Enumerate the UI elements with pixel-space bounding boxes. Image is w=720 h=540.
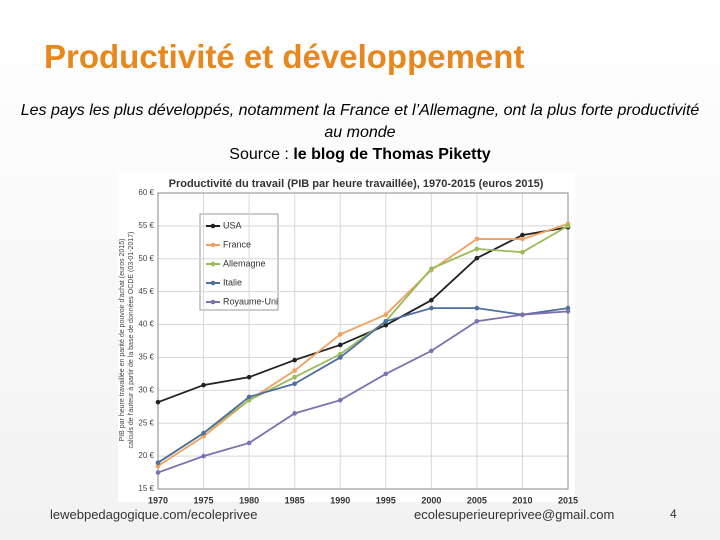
data-point bbox=[155, 399, 161, 405]
data-point bbox=[201, 434, 206, 439]
x-tick-label: 2015 bbox=[558, 495, 578, 505]
data-point bbox=[201, 382, 206, 388]
footer-left: lewebpedagogique.com/ecoleprivee bbox=[50, 507, 258, 522]
legend-marker bbox=[210, 261, 216, 267]
chart-background bbox=[118, 172, 575, 502]
data-point bbox=[201, 430, 206, 436]
data-point bbox=[246, 394, 252, 400]
y-tick-label: 50 € bbox=[138, 254, 154, 263]
y-axis-note: calculs de l'auteur à partir de la base … bbox=[128, 232, 135, 449]
source-name: le blog de Thomas Piketty bbox=[293, 146, 491, 163]
data-point bbox=[155, 463, 161, 469]
data-point bbox=[292, 381, 297, 387]
data-point bbox=[383, 318, 389, 324]
data-point bbox=[429, 305, 434, 311]
data-point bbox=[474, 305, 480, 311]
subtitle: Les pays les plus développés, notamment … bbox=[20, 102, 700, 141]
data-point bbox=[383, 322, 389, 328]
x-tick-label: 1975 bbox=[194, 495, 214, 505]
source: Source : le blog de Thomas Piketty bbox=[20, 144, 700, 166]
data-point bbox=[246, 397, 252, 403]
x-tick-label: 1970 bbox=[148, 495, 168, 505]
data-point bbox=[520, 232, 525, 238]
y-tick-label: 40 € bbox=[138, 320, 154, 329]
data-point bbox=[520, 236, 525, 242]
y-tick-label: 30 € bbox=[138, 385, 154, 394]
legend-label: USA bbox=[223, 220, 242, 230]
data-point bbox=[337, 342, 343, 348]
data-point bbox=[565, 305, 571, 311]
data-point bbox=[520, 249, 525, 255]
data-point bbox=[520, 312, 525, 317]
y-tick-label: 15 € bbox=[138, 484, 154, 493]
data-point bbox=[565, 223, 571, 229]
data-point bbox=[201, 453, 206, 459]
x-tick-label: 1980 bbox=[239, 495, 259, 505]
series-line bbox=[157, 310, 569, 474]
series-line bbox=[157, 226, 569, 404]
chart-title: Productivité du travail (PIB par heure t… bbox=[169, 178, 544, 190]
data-point bbox=[337, 332, 343, 337]
data-point bbox=[383, 312, 389, 317]
legend-label: France bbox=[223, 239, 251, 249]
data-point bbox=[429, 297, 434, 303]
y-tick-label: 25 € bbox=[138, 418, 154, 427]
data-point bbox=[383, 371, 389, 377]
data-point bbox=[337, 351, 343, 357]
data-point bbox=[155, 470, 161, 475]
data-point bbox=[155, 460, 161, 465]
data-point bbox=[337, 355, 343, 360]
y-tick-label: 20 € bbox=[138, 451, 154, 460]
data-point bbox=[292, 368, 297, 373]
y-tick-label: 35 € bbox=[138, 353, 154, 362]
series-line bbox=[157, 307, 569, 464]
x-tick-label: 1990 bbox=[330, 495, 350, 505]
series-line bbox=[157, 225, 569, 464]
x-tick-label: 1995 bbox=[376, 495, 396, 505]
legend-label: Royaume-Uni bbox=[223, 296, 278, 306]
x-tick-label: 2010 bbox=[512, 495, 532, 505]
y-tick-label: 55 € bbox=[138, 221, 154, 230]
plot-frame bbox=[157, 192, 569, 490]
series-line bbox=[157, 223, 569, 467]
page-number: 4 bbox=[670, 507, 677, 521]
data-point bbox=[429, 348, 434, 354]
x-tick-label: 1985 bbox=[285, 495, 305, 505]
y-tick-label: 60 € bbox=[138, 188, 154, 197]
subtitle-block: Les pays les plus développés, notamment … bbox=[20, 100, 700, 166]
legend-marker bbox=[210, 223, 216, 229]
data-point bbox=[246, 374, 252, 380]
slide-title: Productivité et développement bbox=[44, 38, 525, 75]
legend-marker bbox=[210, 299, 216, 305]
data-point bbox=[337, 397, 343, 403]
data-point bbox=[474, 246, 480, 252]
legend-label: Italie bbox=[223, 277, 242, 287]
footer-right: ecolesuperieureprivee@gmail.com bbox=[414, 507, 615, 522]
source-prefix: Source : bbox=[229, 146, 289, 163]
data-point bbox=[474, 255, 480, 261]
x-tick-label: 2005 bbox=[467, 495, 487, 505]
y-tick-label: 45 € bbox=[138, 287, 154, 296]
data-point bbox=[474, 318, 480, 324]
data-point bbox=[474, 236, 480, 242]
data-point bbox=[292, 357, 297, 363]
data-point bbox=[292, 411, 297, 416]
data-point bbox=[429, 266, 434, 271]
y-axis-label: PIB par heure travaillée en parité de po… bbox=[119, 239, 126, 442]
data-point bbox=[292, 374, 297, 380]
legend-label: Allemagne bbox=[223, 258, 266, 268]
data-point bbox=[246, 440, 252, 446]
legend-marker bbox=[210, 242, 216, 248]
legend-marker bbox=[210, 280, 216, 286]
data-point bbox=[565, 309, 571, 314]
x-tick-label: 2000 bbox=[421, 495, 441, 505]
